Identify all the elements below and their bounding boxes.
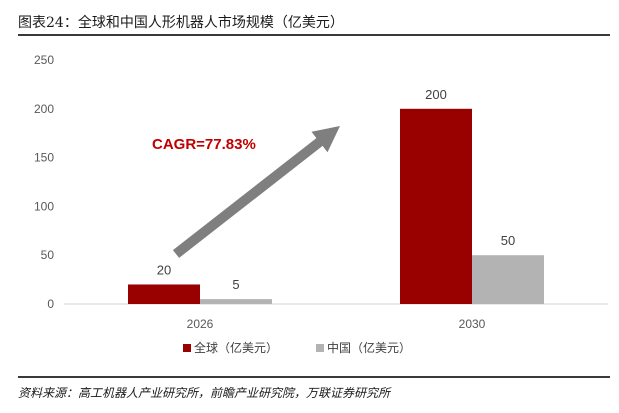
y-tick-label: 150 (34, 151, 54, 165)
bar-global-2026 (128, 284, 200, 304)
legend-label: 中国（亿美元） (327, 340, 411, 355)
x-tick-label: 2030 (459, 317, 486, 331)
growth-arrow (172, 126, 340, 258)
y-tick-label: 200 (34, 102, 54, 116)
data-label: 20 (157, 262, 171, 277)
bar-chart: 0 50 100 150 200 250 2026 2030 20 5 200 50 CAGR=77… (34, 53, 608, 355)
cagr-annotation: CAGR=77.83% (152, 136, 256, 153)
figure-title: 图表24：全球和中国人形机器人市场规模（亿美元） (18, 15, 344, 31)
data-label: 200 (425, 87, 447, 102)
chart-annotation: CAGR=77.83% (152, 126, 340, 258)
chart-bars (128, 108, 544, 304)
chart-legend: 全球（亿美元） 中国（亿美元） (183, 340, 411, 355)
y-tick-label: 250 (34, 53, 54, 67)
x-tick-label: 2026 (187, 317, 214, 331)
source-note: 资料来源：高工机器人产业研究所，前瞻产业研究院，万联证券研究所 (18, 386, 391, 400)
data-label: 50 (501, 233, 515, 248)
y-tick-label: 100 (34, 199, 54, 213)
y-tick-label: 0 (47, 297, 54, 311)
chart-data-labels: 20 5 200 50 (157, 87, 515, 292)
bar-china-2026 (200, 299, 272, 304)
data-label: 5 (232, 277, 239, 292)
title-divider (18, 34, 610, 36)
legend-label: 全球（亿美元） (194, 340, 278, 355)
y-tick-label: 50 (41, 248, 55, 262)
source-divider (18, 376, 610, 378)
bar-global-2030 (400, 108, 472, 304)
bar-china-2030 (472, 255, 544, 304)
legend-swatch (316, 344, 324, 352)
legend-swatch (183, 344, 191, 352)
